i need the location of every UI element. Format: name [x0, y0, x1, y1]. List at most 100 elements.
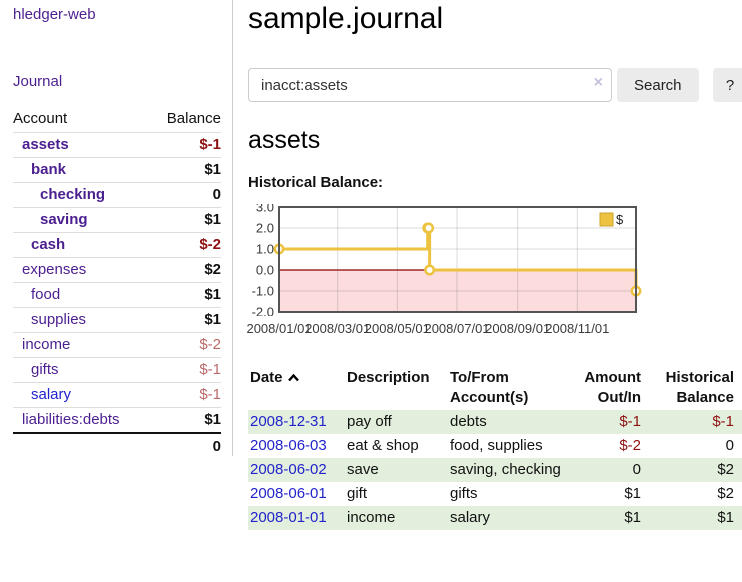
register-row: 2008-12-31 pay off debts $-1 $-1	[248, 410, 742, 434]
transaction-accounts: saving, checking	[450, 461, 561, 478]
account-row: gifts $-1	[13, 357, 221, 382]
transaction-balance: $2	[717, 461, 734, 478]
search-button[interactable]: Search	[617, 68, 699, 102]
transaction-amount: 0	[632, 461, 641, 478]
balance-column-header: Historical Balance	[665, 369, 734, 406]
account-row: income $-2	[13, 332, 221, 357]
transaction-balance: $2	[717, 485, 734, 502]
account-row: expenses $2	[13, 257, 221, 282]
account-balance: $1	[204, 161, 221, 178]
search-bar: × Search ?	[248, 68, 742, 102]
account-balance: $1	[204, 311, 221, 328]
date-column-header[interactable]: Date	[248, 366, 345, 410]
transaction-accounts: food, supplies	[450, 437, 543, 454]
transaction-accounts: debts	[450, 413, 487, 430]
account-link[interactable]: bank	[31, 161, 67, 178]
account-balance: $-2	[199, 236, 221, 253]
x-axis-labels: 2008/01/01 2008/03/01 2008/05/01 2008/07/01…	[246, 321, 742, 337]
register-row: 2008-01-01 income salary $1 $1	[248, 506, 742, 530]
y-axis-label: -2.0	[252, 305, 274, 317]
account-row: assets $-1	[13, 132, 221, 157]
y-axis-label: 0.0	[256, 263, 274, 278]
register-table: Date Description To/From Account(s) Amou…	[248, 366, 742, 530]
account-link[interactable]: assets	[22, 136, 69, 153]
account-link[interactable]: expenses	[22, 261, 87, 278]
x-axis-label: 2008/05/01	[364, 321, 430, 336]
help-button[interactable]: ?	[712, 68, 742, 102]
x-axis-label: 2008/11/01	[545, 321, 610, 336]
clear-search-icon[interactable]: ×	[593, 74, 603, 91]
transaction-description: income	[347, 509, 396, 526]
account-row: salary $-1	[13, 382, 221, 407]
x-axis-label: 2008/03/01	[305, 321, 371, 336]
sidebar-item-journal[interactable]: Journal	[13, 73, 63, 90]
account-balance: $-1	[199, 136, 221, 153]
accounts-total: 0	[13, 432, 221, 460]
transaction-date-link[interactable]: 2008-06-01	[250, 485, 327, 502]
page-title: sample.journal	[248, 2, 444, 35]
y-axis-label: 2.0	[256, 221, 274, 236]
account-link[interactable]: gifts	[31, 361, 59, 378]
description-column-header: Description	[347, 369, 430, 386]
account-link[interactable]: supplies	[31, 311, 87, 328]
tofrom-column-header: To/From Account(s)	[450, 369, 529, 406]
search-input[interactable]	[248, 68, 612, 102]
amount-column-header: Amount Out/In	[584, 369, 641, 406]
account-link[interactable]: cash	[31, 236, 66, 253]
transaction-accounts: gifts	[450, 485, 478, 502]
account-link[interactable]: liabilities:debts	[22, 411, 120, 428]
transaction-date-link[interactable]: 2008-01-01	[250, 509, 327, 526]
transaction-amount: $-2	[619, 437, 641, 454]
transaction-amount: $1	[624, 485, 641, 502]
account-link[interactable]: food	[31, 286, 61, 303]
account-heading: assets	[248, 126, 321, 154]
account-link[interactable]: saving	[40, 211, 88, 228]
x-axis-label: 2008/01/01	[246, 321, 312, 336]
balance-column-header: Balance	[166, 110, 221, 127]
legend-swatch	[599, 212, 614, 227]
chart-label: Historical Balance:	[248, 174, 384, 191]
transaction-description: save	[347, 461, 379, 478]
x-axis-label: 2008/09/01	[485, 321, 551, 336]
sidebar: hledger-web Journal Account Balance asse…	[0, 0, 233, 456]
transaction-amount: $1	[624, 509, 641, 526]
register-header-row: Date Description To/From Account(s) Amou…	[248, 366, 742, 410]
account-balance: $1	[204, 286, 221, 303]
transaction-description: gift	[347, 485, 368, 502]
transaction-date-link[interactable]: 2008-06-03	[250, 437, 327, 454]
account-link[interactable]: income	[22, 336, 71, 353]
data-point-marker	[423, 222, 435, 234]
account-column-header: Account	[13, 110, 68, 127]
y-axis-label: 1.0	[256, 242, 274, 257]
account-balance: $1	[204, 411, 221, 428]
register-row: 2008-06-03 eat & shop food, supplies $-2 0	[248, 434, 742, 458]
sort-ascending-icon	[287, 369, 300, 386]
transaction-date-link[interactable]: 2008-06-02	[250, 461, 327, 478]
accounts-table: Account Balance assets $-1 bank $1 checking 0…	[13, 106, 221, 460]
account-row: saving $1	[13, 207, 221, 232]
transaction-accounts: salary	[450, 509, 491, 526]
page: hledger-web Journal Account Balance asse…	[0, 0, 742, 530]
account-link[interactable]: checking	[40, 186, 106, 203]
transaction-description: eat & shop	[347, 437, 419, 454]
x-axis-label: 2008/07/01	[424, 321, 490, 336]
y-axis-label: -1.0	[252, 284, 274, 299]
chart-plot-area: $3.0 2.0 1.0 0.0 -1.0 -2.0	[252, 200, 642, 320]
data-point-marker	[424, 264, 436, 276]
historical-balance-chart: $3.0 2.0 1.0 0.0 -1.0 -2.0 2008/01/01 2008/03/0…	[246, 200, 742, 337]
account-row: food $1	[13, 282, 221, 307]
account-balance: $-2	[199, 336, 221, 353]
register-row: 2008-06-01 gift gifts $1 $2	[248, 482, 742, 506]
account-link[interactable]: salary	[31, 386, 72, 403]
account-row: cash $-2	[13, 232, 221, 257]
main-content: sample.journal × Search ? assets Histori…	[233, 0, 742, 530]
transaction-balance: $1	[717, 509, 734, 526]
y-axis-label: 3.0	[256, 204, 274, 215]
transaction-balance: 0	[725, 437, 734, 454]
app-title-link[interactable]: hledger-web	[13, 6, 96, 23]
account-balance: $2	[204, 261, 221, 278]
transaction-balance: $-1	[712, 413, 734, 430]
transaction-date-link[interactable]: 2008-12-31	[250, 413, 327, 430]
account-row: liabilities:debts $1	[13, 407, 221, 432]
transaction-description: pay off	[347, 413, 392, 430]
